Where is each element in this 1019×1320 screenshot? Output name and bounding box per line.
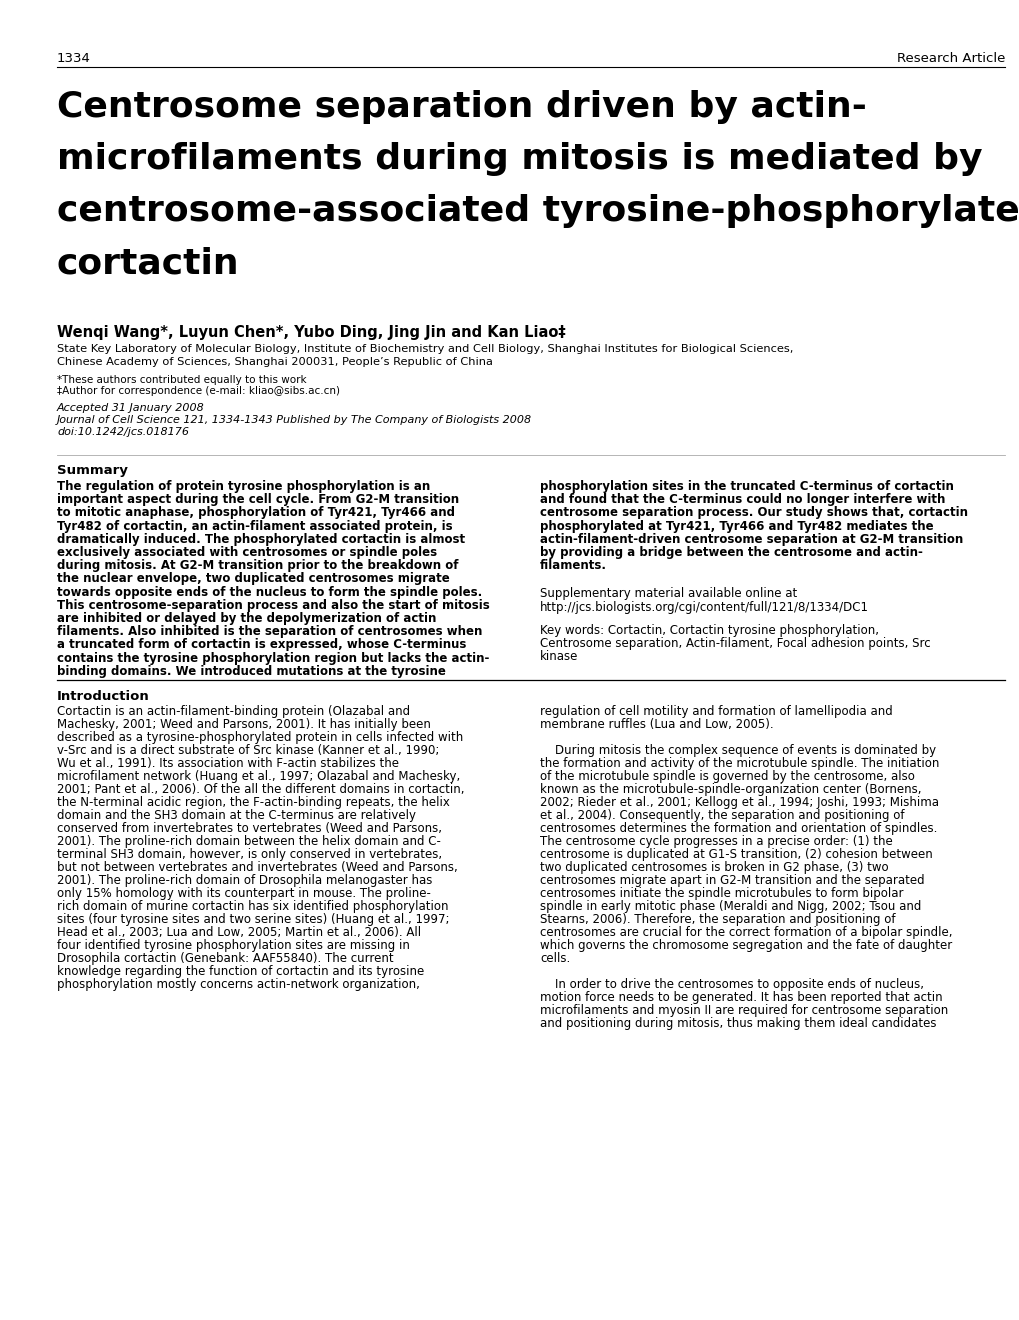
Text: Drosophila cortactin (Genebank: AAF55840). The current: Drosophila cortactin (Genebank: AAF55840… — [57, 952, 393, 965]
Text: 2001). The proline-rich domain of Drosophila melanogaster has: 2001). The proline-rich domain of Drosop… — [57, 874, 432, 887]
Text: The centrosome cycle progresses in a precise order: (1) the: The centrosome cycle progresses in a pre… — [539, 836, 892, 847]
Text: a truncated form of cortactin is expressed, whose C-terminus: a truncated form of cortactin is express… — [57, 639, 466, 651]
Text: centrosomes initiate the spindle microtubules to form bipolar: centrosomes initiate the spindle microtu… — [539, 887, 903, 900]
Text: This centrosome-separation process and also the start of mitosis: This centrosome-separation process and a… — [57, 599, 489, 611]
Text: the nuclear envelope, two duplicated centrosomes migrate: the nuclear envelope, two duplicated cen… — [57, 573, 449, 585]
Text: four identified tyrosine phosphorylation sites are missing in: four identified tyrosine phosphorylation… — [57, 939, 410, 952]
Text: membrane ruffles (Lua and Low, 2005).: membrane ruffles (Lua and Low, 2005). — [539, 718, 772, 731]
Text: cells.: cells. — [539, 952, 570, 965]
Text: only 15% homology with its counterpart in mouse. The proline-: only 15% homology with its counterpart i… — [57, 887, 430, 900]
Text: two duplicated centrosomes is broken in G2 phase, (3) two: two duplicated centrosomes is broken in … — [539, 861, 888, 874]
Text: 2001). The proline-rich domain between the helix domain and C-: 2001). The proline-rich domain between t… — [57, 836, 440, 847]
Text: Wenqi Wang*, Luyun Chen*, Yubo Ding, Jing Jin and Kan Liao‡: Wenqi Wang*, Luyun Chen*, Yubo Ding, Jin… — [57, 325, 566, 341]
Text: *These authors contributed equally to this work: *These authors contributed equally to th… — [57, 375, 307, 385]
Text: domain and the SH3 domain at the C-terminus are relatively: domain and the SH3 domain at the C-termi… — [57, 809, 416, 822]
Text: terminal SH3 domain, however, is only conserved in vertebrates,: terminal SH3 domain, however, is only co… — [57, 847, 441, 861]
Text: are inhibited or delayed by the depolymerization of actin: are inhibited or delayed by the depolyme… — [57, 612, 436, 624]
Text: centrosomes determines the formation and orientation of spindles.: centrosomes determines the formation and… — [539, 822, 936, 836]
Text: ‡Author for correspondence (e-mail: kliao@sibs.ac.cn): ‡Author for correspondence (e-mail: klia… — [57, 385, 339, 396]
Text: and found that the C-terminus could no longer interfere with: and found that the C-terminus could no l… — [539, 494, 945, 506]
Text: 2002; Rieder et al., 2001; Kellogg et al., 1994; Joshi, 1993; Mishima: 2002; Rieder et al., 2001; Kellogg et al… — [539, 796, 938, 809]
Text: spindle in early mitotic phase (Meraldi and Nigg, 2002; Tsou and: spindle in early mitotic phase (Meraldi … — [539, 900, 920, 913]
Text: Centrosome separation driven by actin-: Centrosome separation driven by actin- — [57, 90, 866, 124]
Text: towards opposite ends of the nucleus to form the spindle poles.: towards opposite ends of the nucleus to … — [57, 586, 482, 598]
Text: cortactin: cortactin — [57, 246, 239, 280]
Text: centrosome-associated tyrosine-phosphorylated: centrosome-associated tyrosine-phosphory… — [57, 194, 1019, 228]
Text: contains the tyrosine phosphorylation region but lacks the actin-: contains the tyrosine phosphorylation re… — [57, 652, 489, 664]
Text: Machesky, 2001; Weed and Parsons, 2001). It has initially been: Machesky, 2001; Weed and Parsons, 2001).… — [57, 718, 430, 731]
Text: centrosomes are crucial for the correct formation of a bipolar spindle,: centrosomes are crucial for the correct … — [539, 927, 952, 939]
Text: microfilaments during mitosis is mediated by: microfilaments during mitosis is mediate… — [57, 143, 981, 176]
Text: Accepted 31 January 2008: Accepted 31 January 2008 — [57, 403, 205, 413]
Text: important aspect during the cell cycle. From G2-M transition: important aspect during the cell cycle. … — [57, 494, 459, 506]
Text: sites (four tyrosine sites and two serine sites) (Huang et al., 1997;: sites (four tyrosine sites and two serin… — [57, 913, 449, 927]
Text: http://jcs.biologists.org/cgi/content/full/121/8/1334/DC1: http://jcs.biologists.org/cgi/content/fu… — [539, 601, 868, 614]
Text: et al., 2004). Consequently, the separation and positioning of: et al., 2004). Consequently, the separat… — [539, 809, 904, 822]
Text: motion force needs to be generated. It has been reported that actin: motion force needs to be generated. It h… — [539, 991, 942, 1005]
Text: Supplementary material available online at: Supplementary material available online … — [539, 587, 797, 601]
Text: but not between vertebrates and invertebrates (Weed and Parsons,: but not between vertebrates and inverteb… — [57, 861, 458, 874]
Text: State Key Laboratory of Molecular Biology, Institute of Biochemistry and Cell Bi: State Key Laboratory of Molecular Biolog… — [57, 345, 793, 354]
Text: knowledge regarding the function of cortactin and its tyrosine: knowledge regarding the function of cort… — [57, 965, 424, 978]
Text: During mitosis the complex sequence of events is dominated by: During mitosis the complex sequence of e… — [539, 744, 935, 756]
Text: microfilament network (Huang et al., 1997; Olazabal and Machesky,: microfilament network (Huang et al., 199… — [57, 770, 460, 783]
Text: Chinese Academy of Sciences, Shanghai 200031, People’s Republic of China: Chinese Academy of Sciences, Shanghai 20… — [57, 356, 492, 367]
Text: Cortactin is an actin-filament-binding protein (Olazabal and: Cortactin is an actin-filament-binding p… — [57, 705, 410, 718]
Text: actin-filament-driven centrosome separation at G2-M transition: actin-filament-driven centrosome separat… — [539, 533, 962, 545]
Text: filaments. Also inhibited is the separation of centrosomes when: filaments. Also inhibited is the separat… — [57, 626, 482, 638]
Text: during mitosis. At G2-M transition prior to the breakdown of: during mitosis. At G2-M transition prior… — [57, 560, 459, 572]
Text: by providing a bridge between the centrosome and actin-: by providing a bridge between the centro… — [539, 546, 922, 558]
Text: Tyr482 of cortactin, an actin-filament associated protein, is: Tyr482 of cortactin, an actin-filament a… — [57, 520, 452, 532]
Text: to mitotic anaphase, phosphorylation of Tyr421, Tyr466 and: to mitotic anaphase, phosphorylation of … — [57, 507, 454, 519]
Text: filaments.: filaments. — [539, 560, 606, 572]
Text: Head et al., 2003; Lua and Low, 2005; Martin et al., 2006). All: Head et al., 2003; Lua and Low, 2005; Ma… — [57, 927, 421, 939]
Text: which governs the chromosome segregation and the fate of daughter: which governs the chromosome segregation… — [539, 939, 952, 952]
Text: regulation of cell motility and formation of lamellipodia and: regulation of cell motility and formatio… — [539, 705, 892, 718]
Text: Introduction: Introduction — [57, 690, 150, 704]
Text: doi:10.1242/jcs.018176: doi:10.1242/jcs.018176 — [57, 426, 189, 437]
Text: kinase: kinase — [539, 651, 578, 663]
Text: exclusively associated with centrosomes or spindle poles: exclusively associated with centrosomes … — [57, 546, 437, 558]
Text: v-Src and is a direct substrate of Src kinase (Kanner et al., 1990;: v-Src and is a direct substrate of Src k… — [57, 744, 439, 756]
Text: centrosome is duplicated at G1-S transition, (2) cohesion between: centrosome is duplicated at G1-S transit… — [539, 847, 931, 861]
Text: phosphorylation sites in the truncated C-terminus of cortactin: phosphorylation sites in the truncated C… — [539, 480, 953, 492]
Text: Journal of Cell Science: Journal of Cell Science — [15, 590, 28, 730]
Text: The regulation of protein tyrosine phosphorylation is an: The regulation of protein tyrosine phosp… — [57, 480, 430, 492]
Text: phosphorylated at Tyr421, Tyr466 and Tyr482 mediates the: phosphorylated at Tyr421, Tyr466 and Tyr… — [539, 520, 932, 532]
Text: Journal of Cell Science 121, 1334-1343 Published by The Company of Biologists 20: Journal of Cell Science 121, 1334-1343 P… — [57, 414, 532, 425]
Text: dramatically induced. The phosphorylated cortactin is almost: dramatically induced. The phosphorylated… — [57, 533, 465, 545]
Text: phosphorylation mostly concerns actin-network organization,: phosphorylation mostly concerns actin-ne… — [57, 978, 420, 991]
Text: of the microtubule spindle is governed by the centrosome, also: of the microtubule spindle is governed b… — [539, 770, 914, 783]
Text: In order to drive the centrosomes to opposite ends of nucleus,: In order to drive the centrosomes to opp… — [539, 978, 923, 991]
Text: 2001; Pant et al., 2006). Of the all the different domains in cortactin,: 2001; Pant et al., 2006). Of the all the… — [57, 783, 464, 796]
Text: Summary: Summary — [57, 465, 127, 477]
Text: binding domains. We introduced mutations at the tyrosine: binding domains. We introduced mutations… — [57, 665, 445, 677]
Text: Wu et al., 1991). Its association with F-actin stabilizes the: Wu et al., 1991). Its association with F… — [57, 756, 398, 770]
Text: rich domain of murine cortactin has six identified phosphorylation: rich domain of murine cortactin has six … — [57, 900, 448, 913]
Text: conserved from invertebrates to vertebrates (Weed and Parsons,: conserved from invertebrates to vertebra… — [57, 822, 441, 836]
Text: 1334: 1334 — [57, 51, 91, 65]
Text: microfilaments and myosin II are required for centrosome separation: microfilaments and myosin II are require… — [539, 1005, 948, 1016]
Text: Key words: Cortactin, Cortactin tyrosine phosphorylation,: Key words: Cortactin, Cortactin tyrosine… — [539, 624, 878, 636]
Text: Stearns, 2006). Therefore, the separation and positioning of: Stearns, 2006). Therefore, the separatio… — [539, 913, 895, 927]
Text: the formation and activity of the microtubule spindle. The initiation: the formation and activity of the microt… — [539, 756, 938, 770]
Text: centrosomes migrate apart in G2-M transition and the separated: centrosomes migrate apart in G2-M transi… — [539, 874, 923, 887]
Text: the N-terminal acidic region, the F-actin-binding repeats, the helix: the N-terminal acidic region, the F-acti… — [57, 796, 449, 809]
Text: known as the microtubule-spindle-organization center (Bornens,: known as the microtubule-spindle-organiz… — [539, 783, 920, 796]
Text: and positioning during mitosis, thus making them ideal candidates: and positioning during mitosis, thus mak… — [539, 1016, 935, 1030]
Text: Centrosome separation, Actin-filament, Focal adhesion points, Src: Centrosome separation, Actin-filament, F… — [539, 638, 929, 649]
Text: centrosome separation process. Our study shows that, cortactin: centrosome separation process. Our study… — [539, 507, 967, 519]
Text: described as a tyrosine-phosphorylated protein in cells infected with: described as a tyrosine-phosphorylated p… — [57, 731, 463, 744]
Text: Research Article: Research Article — [896, 51, 1004, 65]
